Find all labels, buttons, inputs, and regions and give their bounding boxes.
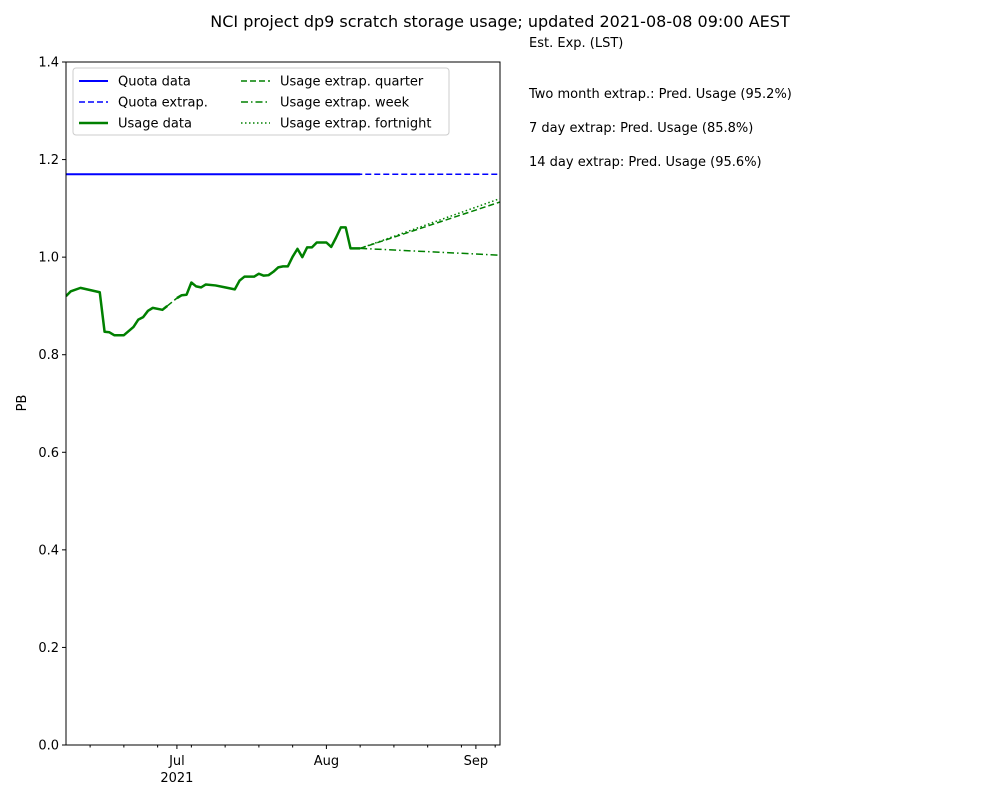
- x-tick-label-jul: Jul: [168, 754, 185, 769]
- annotation-7-day-extrap: 7 day extrap: Pred. Usage (85.8%): [529, 121, 754, 136]
- plot-frame: [65, 61, 501, 746]
- y-tick-label: 0.4: [38, 543, 59, 558]
- annotation-14-day-extrap: 14 day extrap: Pred. Usage (95.6%): [529, 155, 762, 170]
- y-tick-label: 1.2: [38, 153, 59, 168]
- series-line-usage-extrap-week: [360, 247, 500, 256]
- legend-label-quota-extrap: Quota extrap.: [118, 96, 208, 111]
- series-line-usage-extrap-quarter: [166, 297, 178, 307]
- legend-label-quota-data: Quota data: [118, 75, 191, 90]
- series-line-usage-extrap-quarter: [359, 201, 500, 250]
- y-tick-label: 0.6: [38, 446, 59, 461]
- x-tick-label-sep: Sep: [464, 754, 489, 769]
- annotation-header: Est. Exp. (LST): [529, 36, 624, 51]
- y-tick-label: 0.0: [38, 739, 59, 754]
- legend-label-usage-data: Usage data: [118, 117, 192, 132]
- x-year-label: 2021: [160, 771, 193, 786]
- y-tick-label: 0.8: [38, 348, 59, 363]
- legend-label-usage-extrap-week: Usage extrap. week: [280, 96, 410, 111]
- y-tick-label: 0.2: [38, 641, 59, 656]
- annotation-two-month-extrap: Two month extrap.: Pred. Usage (95.2%): [529, 87, 792, 102]
- legend-label-usage-extrap-quarter: Usage extrap. quarter: [280, 75, 424, 90]
- legend-label-usage-extrap-fortnight: Usage extrap. fortnight: [280, 117, 431, 132]
- series-line-usage-extrap-fortnight: [359, 197, 500, 250]
- chart-title: NCI project dp9 scratch storage usage; u…: [210, 12, 790, 31]
- series-line-usage-data: [176, 226, 361, 300]
- y-tick-label: 1.4: [38, 56, 59, 71]
- y-axis-label: PB: [15, 395, 30, 412]
- series-line-usage-data: [66, 286, 169, 337]
- x-tick-label-aug: Aug: [314, 754, 339, 769]
- y-tick-label: 1.0: [38, 251, 59, 266]
- legend: Quota data Quota extrap. Usage data Usage e…: [72, 67, 450, 136]
